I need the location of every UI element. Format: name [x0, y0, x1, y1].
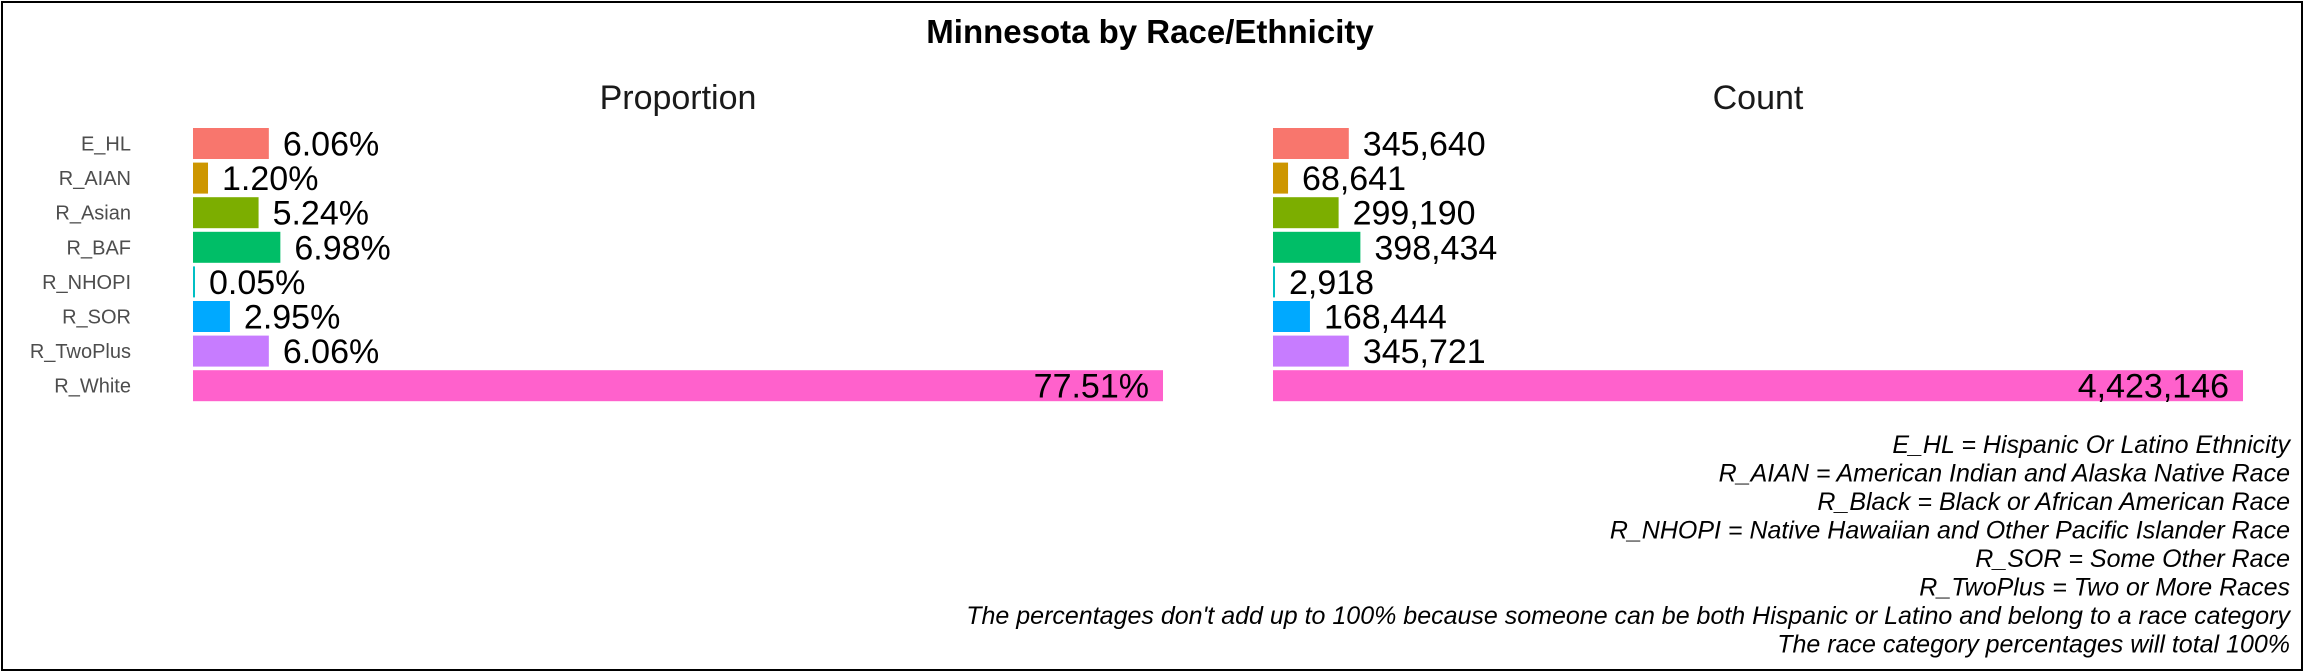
bar-proportion-r_nhopi [193, 266, 195, 298]
data-label-count-e_hl: 345,640 [1363, 126, 1486, 164]
footnote-4: R_NHOPI = Native Hawaiian and Other Paci… [1610, 517, 2290, 545]
chart-canvas: Minnesota by Race/Ethnicity E_HL R_AIAN R_… [30, 13, 2292, 659]
footnote-3: R_Black = Black or African American Race [1817, 488, 2290, 516]
chart-panels: E_HL R_AIAN R_Asian R_BAF R_NHOPI R_SOR R_TwoP… [30, 79, 2243, 406]
data-label-count-r_sor: 168,444 [1324, 299, 1447, 337]
bar-count-r_nhopi [1273, 266, 1275, 298]
data-label-count-r_baf: 398,434 [1374, 229, 1497, 267]
panel-title-proportion: Proportion [600, 79, 757, 117]
bar-proportion-e_hl [193, 128, 269, 159]
category-label-r_aian: R_AIAN [59, 168, 131, 190]
chart-title: Minnesota by Race/Ethnicity [926, 13, 1374, 50]
category-label-r_asian: R_Asian [55, 203, 131, 225]
bar-proportion-r_asian [193, 197, 259, 229]
category-label-r_white: R_White [54, 376, 131, 398]
data-label-count-r_nhopi: 2,918 [1289, 264, 1374, 302]
bar-count-e_hl [1273, 128, 1349, 159]
bar-count-r_twoplus [1273, 335, 1349, 367]
data-label-proportion-r_asian: 5.24% [273, 195, 369, 233]
bar-count-r_baf [1273, 231, 1361, 263]
data-label-proportion-r_white: 77.51% [1034, 368, 1149, 406]
bar-count-r_white [1273, 370, 2243, 402]
bar-proportion-r_baf [193, 231, 281, 263]
data-label-count-r_asian: 299,190 [1353, 195, 1476, 233]
bar-proportion-r_aian [193, 162, 209, 194]
data-label-proportion-e_hl: 6.06% [283, 126, 379, 164]
data-label-count-r_aian: 68,641 [1302, 160, 1406, 198]
data-label-count-r_twoplus: 345,721 [1363, 333, 1486, 371]
data-label-proportion-r_baf: 6.98% [294, 229, 390, 267]
category-label-e_hl: E_HL [81, 134, 131, 156]
category-label-r_nhopi: R_NHOPI [42, 272, 131, 294]
footnote-5: R_SOR = Some Other Race [1975, 545, 2290, 573]
footnote-2: R_AIAN = American Indian and Alaska Nati… [1719, 460, 2290, 488]
footnote-6: R_TwoPlus = Two or More Races [1919, 574, 2290, 602]
footnote-7: The percentages don't add up to 100% bec… [966, 602, 2291, 630]
category-label-r_twoplus: R_TwoPlus [30, 341, 131, 363]
data-label-proportion-r_sor: 2.95% [244, 299, 340, 337]
bar-proportion-r_sor [193, 301, 230, 332]
data-label-proportion-r_aian: 1.20% [222, 160, 318, 198]
footnote-8: The race category percentages will total… [1777, 631, 2290, 659]
bar-count-r_aian [1273, 162, 1289, 194]
panel-title-count: Count [1713, 79, 1804, 117]
category-label-r_baf: R_BAF [67, 237, 131, 259]
category-label-r_sor: R_SOR [62, 307, 131, 329]
bar-count-r_asian [1273, 197, 1339, 229]
data-label-count-r_white: 4,423,146 [2078, 368, 2229, 406]
footnote-1: E_HL = Hispanic Or Latino Ethnicity [1892, 431, 2291, 459]
data-label-proportion-r_nhopi: 0.05% [209, 264, 305, 302]
bar-proportion-r_twoplus [193, 335, 269, 367]
data-label-proportion-r_twoplus: 6.06% [283, 333, 379, 371]
footnotes: E_HL = Hispanic Or Latino EthnicityR_AIA… [966, 431, 2291, 659]
bar-proportion-r_white [193, 370, 1163, 402]
bar-count-r_sor [1273, 301, 1310, 332]
